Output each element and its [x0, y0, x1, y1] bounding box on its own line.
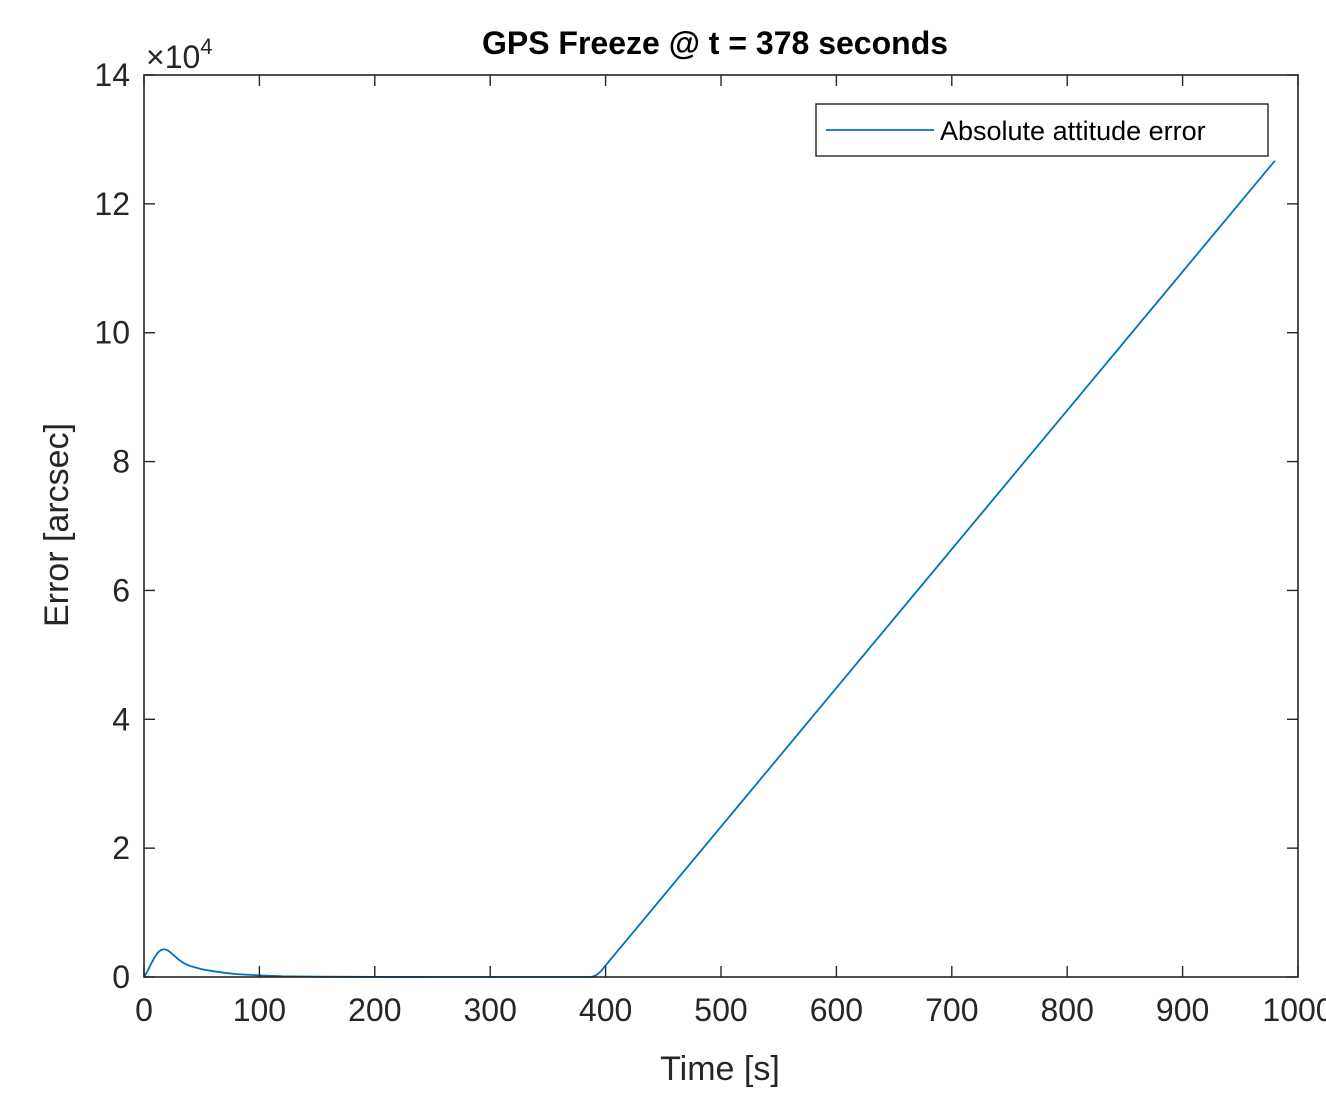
- y-tick-label: 10: [94, 315, 130, 351]
- x-tick-label: 700: [925, 992, 978, 1028]
- axes-box: [143, 74, 1299, 978]
- legend[interactable]: Absolute attitude error: [815, 103, 1269, 157]
- axes-background: [144, 75, 1298, 977]
- y-axis-multiplier: ×104: [146, 34, 213, 75]
- y-tick-label: 12: [94, 186, 130, 222]
- x-tick-label: 0: [135, 992, 153, 1028]
- x-tick-label: 500: [694, 992, 747, 1028]
- x-tick-label: 900: [1156, 992, 1209, 1028]
- x-tick-label: 800: [1041, 992, 1094, 1028]
- x-tick-label: 400: [579, 992, 632, 1028]
- y-tick-labels: 0 2 4 6 8 10 12 14: [94, 57, 130, 995]
- x-tick-label: 200: [348, 992, 401, 1028]
- y-axis-label: Error [arcsec]: [38, 423, 76, 627]
- x-axis-label: Time [s]: [660, 1050, 780, 1088]
- y-tick-label: 4: [112, 701, 130, 737]
- x-tick-label: 1000: [1262, 992, 1326, 1028]
- y-tick-label: 8: [112, 444, 130, 480]
- y-tick-label: 2: [112, 830, 130, 866]
- plot-area: [143, 74, 1299, 978]
- y-tick-label: 6: [112, 572, 130, 608]
- x-tick-label: 600: [810, 992, 863, 1028]
- chart-title: GPS Freeze @ t = 378 seconds: [482, 25, 948, 61]
- y-tick-label: 14: [94, 57, 130, 93]
- legend-entry-label: Absolute attitude error: [940, 116, 1206, 146]
- x-tick-labels: 0 100 200 300 400 500 600 700 800 900 1000: [135, 992, 1326, 1028]
- y-multiplier-exponent: 4: [200, 34, 212, 59]
- y-multiplier-base: ×10: [146, 39, 200, 75]
- x-tick-label: 100: [233, 992, 286, 1028]
- x-tick-label: 300: [464, 992, 517, 1028]
- y-tick-label: 0: [112, 959, 130, 995]
